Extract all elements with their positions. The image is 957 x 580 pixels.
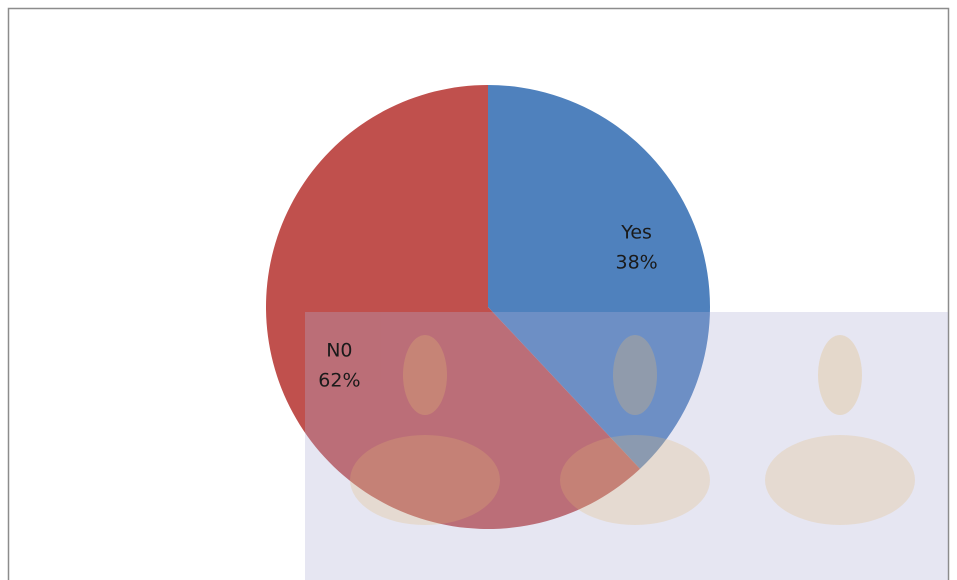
pie-slice	[488, 85, 710, 469]
watermark-leaf	[403, 335, 447, 415]
watermark-band	[305, 312, 948, 580]
slice-value-label: 38%	[615, 252, 657, 274]
watermark-leaf	[350, 435, 500, 525]
watermark	[305, 312, 948, 580]
watermark-leaf	[765, 435, 915, 525]
watermark-leaf	[560, 435, 710, 525]
labels: Yes 38% N0 62%	[318, 222, 657, 392]
pie-slice	[266, 85, 640, 529]
slice-category-label: N0	[326, 339, 352, 361]
pie	[266, 85, 710, 529]
watermark-leaf	[818, 335, 862, 415]
watermark-leaf	[613, 335, 657, 415]
slice-category-label: Yes	[620, 222, 652, 244]
slice-value-label: 62%	[318, 369, 360, 391]
